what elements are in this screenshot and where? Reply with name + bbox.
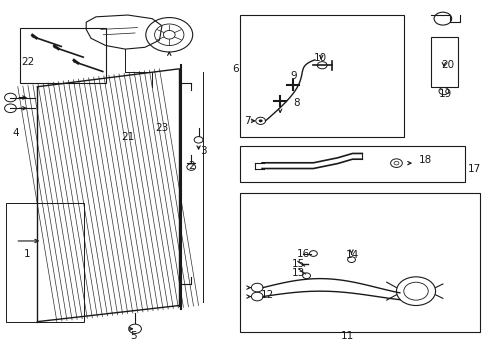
Text: 15: 15 [292, 259, 305, 269]
Text: 13: 13 [292, 268, 305, 278]
Text: 16: 16 [297, 248, 310, 258]
Text: 19: 19 [439, 89, 452, 99]
Text: 7: 7 [244, 116, 251, 126]
Bar [20, 28, 106, 83]
Text: 4: 4 [12, 129, 19, 138]
Text: 12: 12 [260, 290, 273, 300]
Bar [240, 146, 465, 182]
Text: 9: 9 [291, 71, 297, 81]
Text: 5: 5 [130, 331, 137, 341]
Bar [431, 37, 458, 87]
Text: 18: 18 [419, 155, 432, 165]
Text: 14: 14 [346, 250, 359, 260]
Text: 20: 20 [441, 60, 454, 70]
Text: 11: 11 [341, 331, 354, 341]
Text: 21: 21 [121, 132, 134, 142]
Text: 6: 6 [232, 64, 239, 74]
Circle shape [259, 120, 263, 122]
Text: 8: 8 [293, 98, 299, 108]
Text: 22: 22 [21, 57, 34, 67]
Text: 10: 10 [314, 53, 327, 63]
Text: 17: 17 [468, 164, 481, 174]
Text: 3: 3 [200, 146, 207, 156]
Bar [240, 193, 480, 332]
Bar [240, 15, 404, 137]
Text: 2: 2 [188, 161, 195, 171]
Text: 23: 23 [155, 123, 169, 133]
Text: 1: 1 [24, 248, 31, 258]
